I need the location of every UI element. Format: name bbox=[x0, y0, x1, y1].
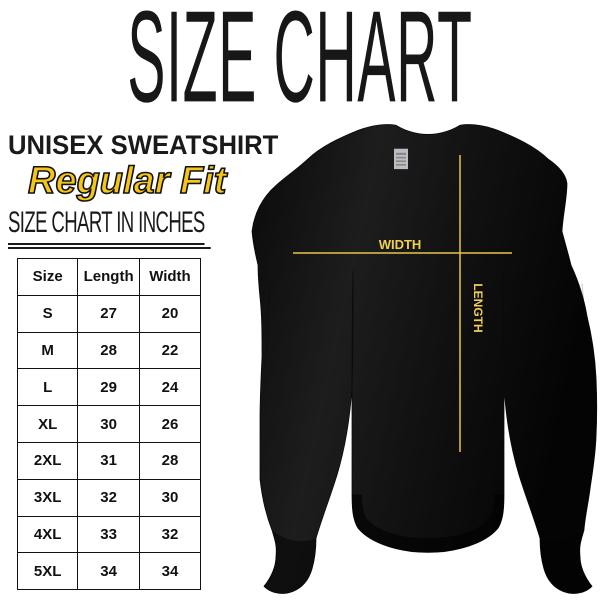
svg-text:WIDTH: WIDTH bbox=[379, 237, 422, 252]
svg-text:LENGTH: LENGTH bbox=[471, 283, 485, 332]
